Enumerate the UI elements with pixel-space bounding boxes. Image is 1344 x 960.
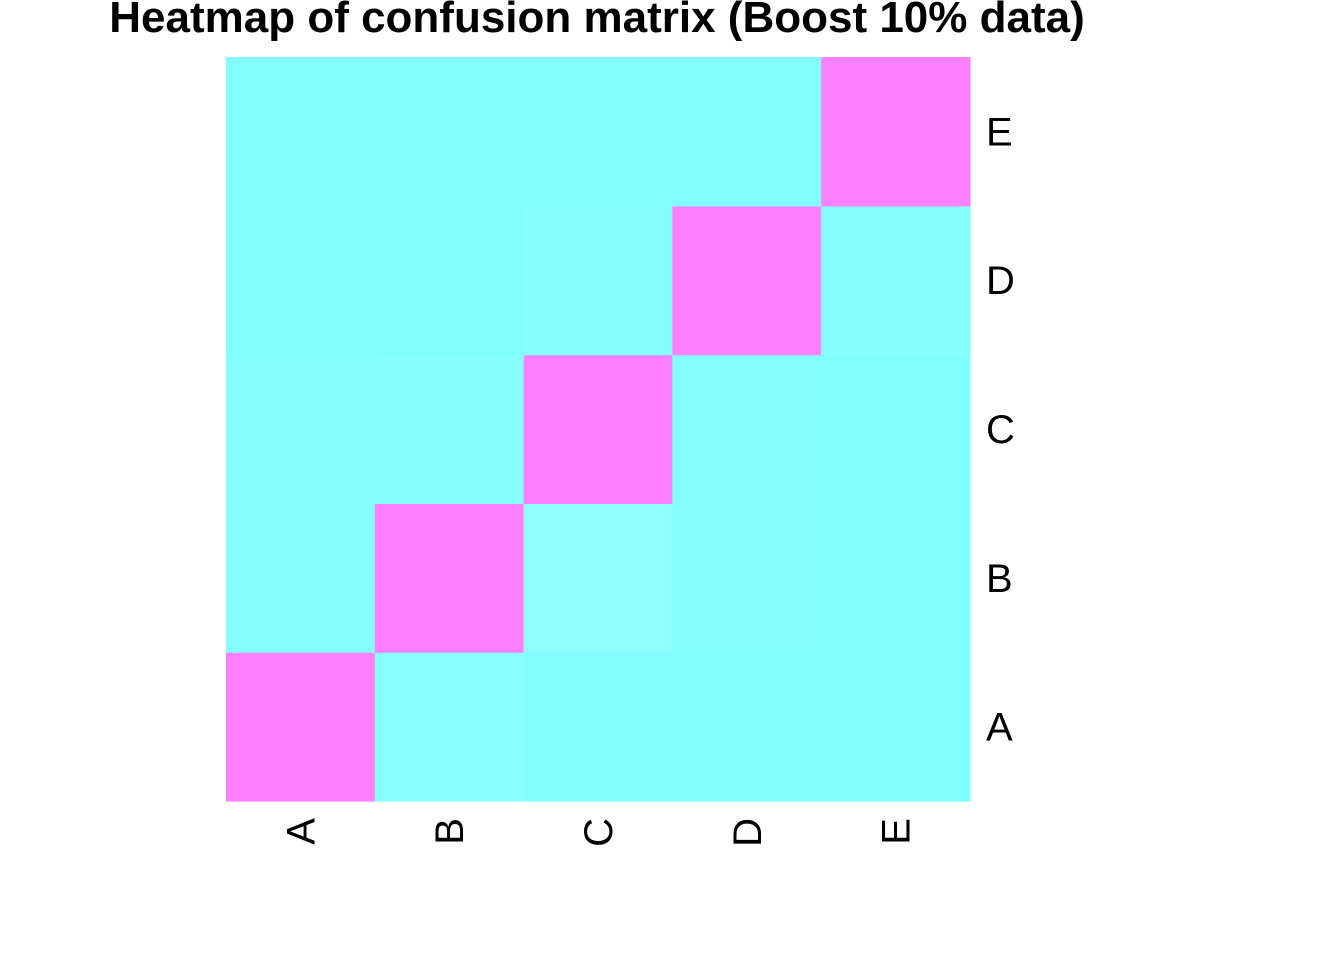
heatmap-cell-E-D bbox=[672, 57, 822, 207]
heatmap-cell-C-C bbox=[523, 354, 673, 504]
heatmap-cell-A-E bbox=[821, 652, 971, 802]
heatmap-cell-C-D bbox=[672, 354, 822, 504]
heatmap-cell-B-A bbox=[226, 503, 376, 653]
y-tick-label-D: D bbox=[986, 259, 1015, 303]
heatmap-cell-B-B bbox=[374, 503, 525, 653]
x-tick-label-C: C bbox=[577, 818, 621, 847]
y-axis-tick-labels: A B C D E bbox=[986, 110, 1015, 749]
heatmap-cell-A-B bbox=[374, 652, 525, 802]
heatmap-cells bbox=[226, 57, 971, 802]
heatmap-cell-E-C bbox=[523, 57, 673, 207]
heatmap-cell-D-C bbox=[523, 205, 673, 356]
heatmap-cell-A-A bbox=[226, 652, 376, 802]
x-tick-label-E: E bbox=[875, 818, 919, 845]
heatmap-cell-A-D bbox=[672, 652, 822, 802]
heatmap-cell-D-E bbox=[821, 205, 971, 356]
heatmap-cell-E-B bbox=[374, 57, 525, 207]
heatmap-cell-E-E bbox=[821, 57, 971, 207]
y-tick-label-B: B bbox=[986, 557, 1013, 601]
heatmap-cell-B-C bbox=[523, 503, 673, 653]
heatmap-cell-C-B bbox=[374, 354, 525, 504]
heatmap-cell-D-D bbox=[672, 205, 822, 356]
y-tick-label-C: C bbox=[986, 408, 1015, 452]
x-tick-label-A: A bbox=[279, 818, 323, 845]
heatmap-cell-D-A bbox=[226, 205, 376, 356]
heatmap-cell-A-C bbox=[523, 652, 673, 802]
y-tick-label-A: A bbox=[986, 706, 1013, 750]
heatmap-cell-C-E bbox=[821, 354, 971, 504]
chart-title: Heatmap of confusion matrix (Boost 10% d… bbox=[109, 0, 1084, 42]
x-tick-label-B: B bbox=[428, 818, 472, 845]
heatmap-cell-B-E bbox=[821, 503, 971, 653]
heatmap-cell-E-A bbox=[226, 57, 376, 207]
heatmap-cell-B-D bbox=[672, 503, 822, 653]
x-tick-label-D: D bbox=[726, 818, 770, 847]
heatmap-cell-D-B bbox=[374, 205, 525, 356]
heatmap-cell-C-A bbox=[226, 354, 376, 504]
x-axis-tick-labels: A B C D E bbox=[279, 818, 918, 847]
y-tick-label-E: E bbox=[986, 110, 1013, 154]
